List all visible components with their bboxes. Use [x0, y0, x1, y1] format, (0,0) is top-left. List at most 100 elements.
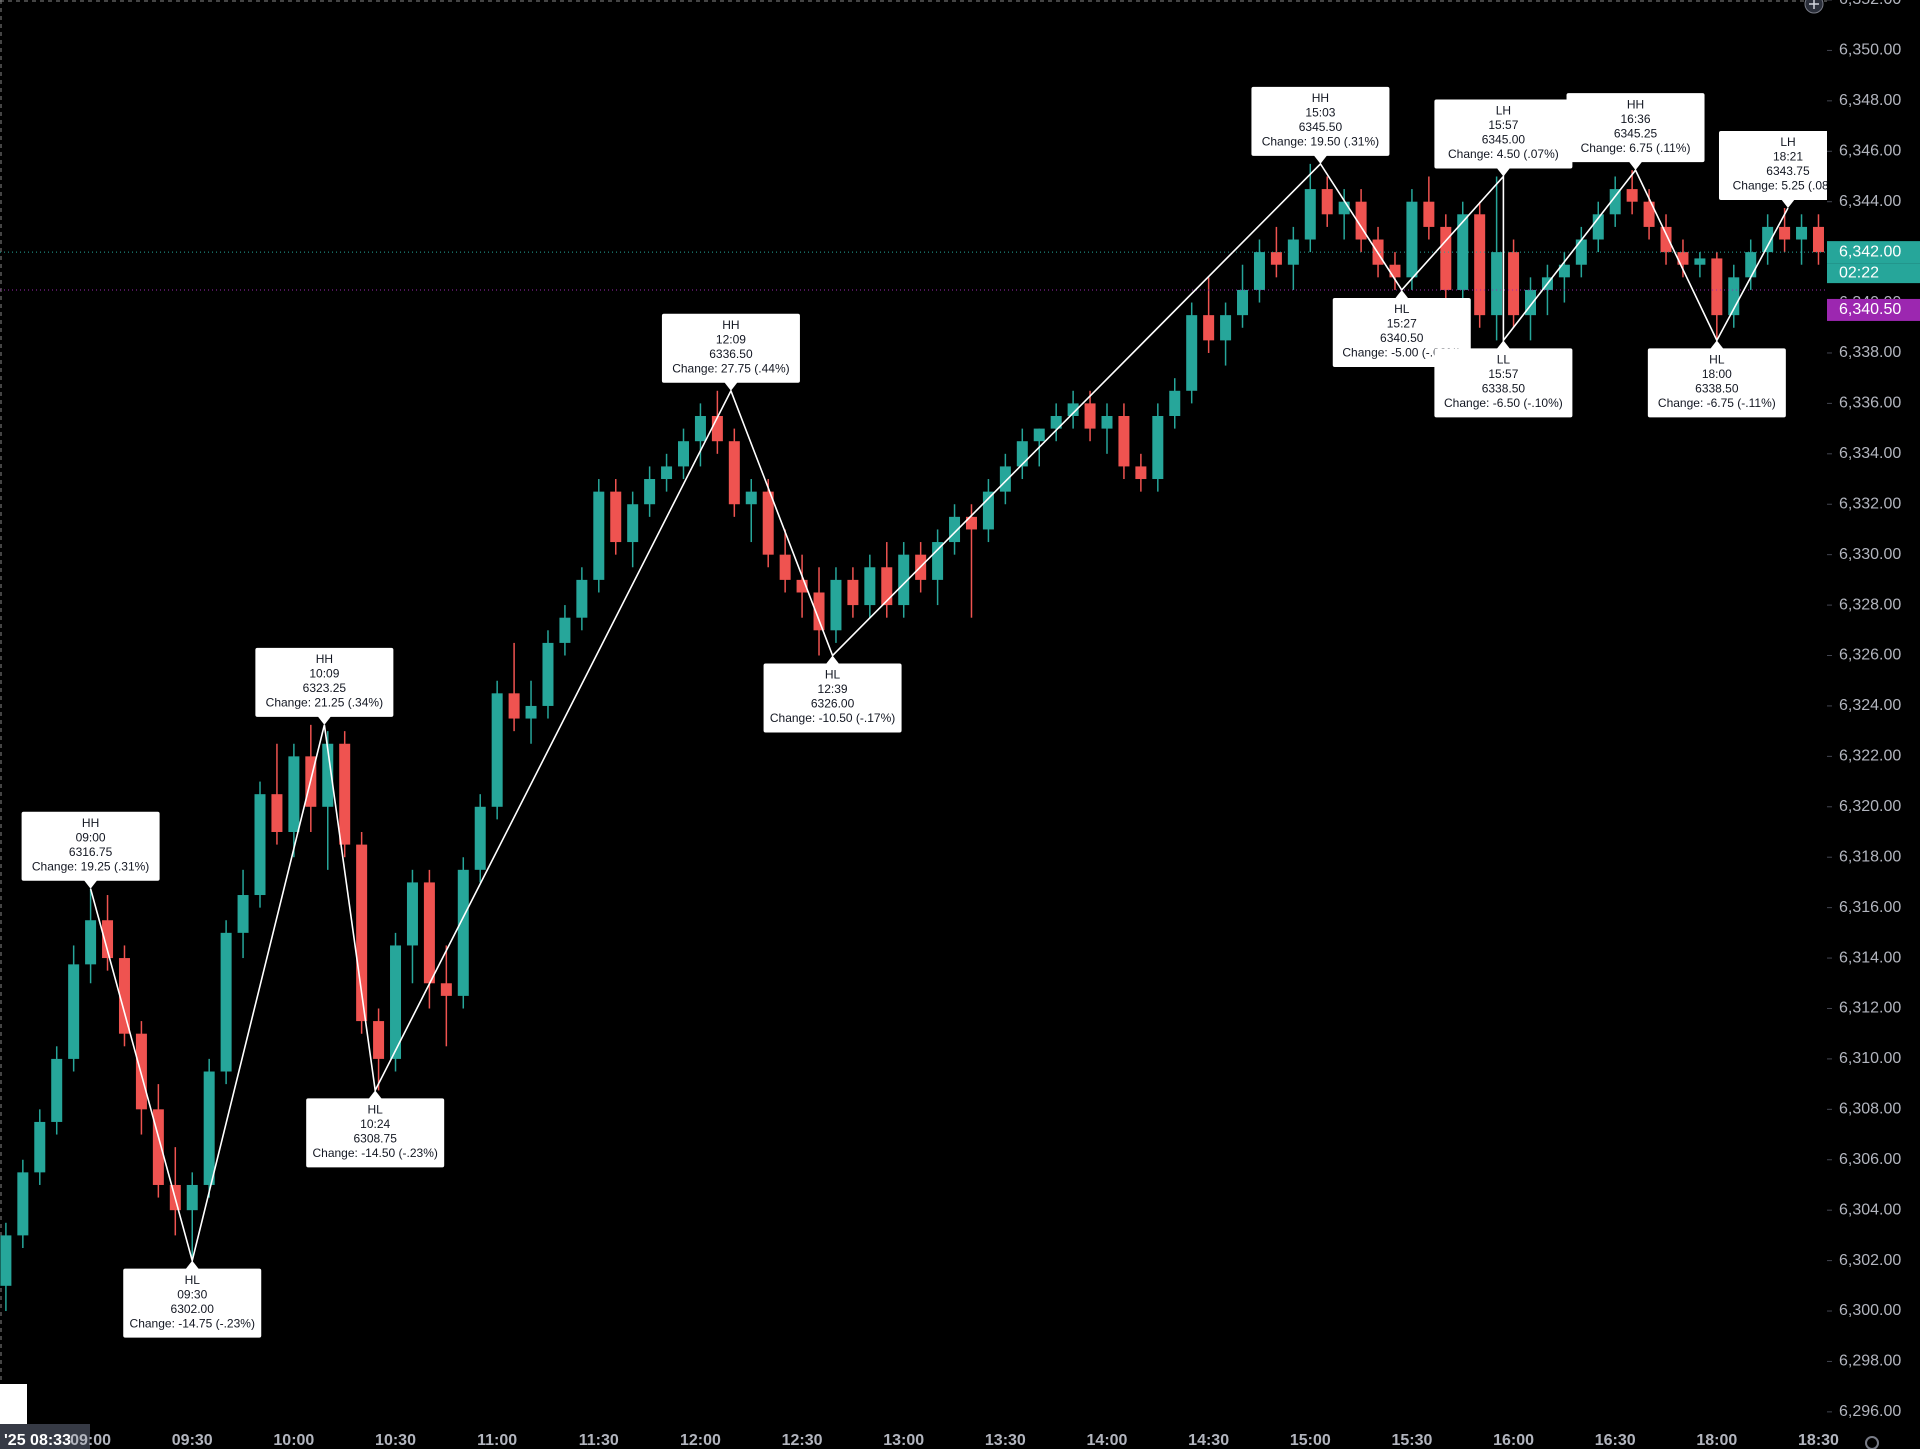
pivot-box — [1251, 86, 1390, 156]
candle-body — [102, 920, 114, 959]
x-tick-label: 11:00 — [477, 1432, 517, 1449]
y-tick-label: 6,326.00 — [1839, 647, 1901, 664]
pivot-label: HH — [722, 318, 739, 332]
pivot-value-label: 6336.50 — [709, 347, 753, 361]
pivot-change: Change: 27.75 (.44%) — [672, 361, 789, 375]
add-icon-plus — [1809, 0, 1819, 9]
candle-body — [186, 1184, 198, 1211]
overlay-box — [0, 1384, 27, 1424]
pivot-change: Change: -10.50 (-.17%) — [770, 711, 895, 725]
y-tick-label: 6,348.00 — [1839, 92, 1901, 109]
candle-body — [1101, 415, 1113, 429]
pivot-value-label: 6345.25 — [1614, 126, 1658, 140]
candle-body — [949, 516, 961, 543]
add-button[interactable] — [1804, 0, 1824, 14]
pivot-pointer — [185, 1260, 200, 1270]
candle-body — [1355, 201, 1367, 240]
pivot-pointer — [1780, 198, 1795, 208]
candle-body — [1220, 315, 1232, 341]
pivot-pointer — [1313, 154, 1328, 164]
pivot-box — [1566, 93, 1705, 163]
candle-body — [1135, 466, 1147, 480]
candle-body — [1796, 226, 1808, 240]
pivot-box — [1434, 99, 1573, 169]
candle-body — [474, 806, 486, 870]
last-price-tag — [1827, 241, 1920, 264]
candle-body — [898, 554, 910, 606]
pivot-time: 09:00 — [76, 830, 106, 844]
candle-body — [17, 1172, 29, 1236]
candle-body — [1253, 252, 1265, 290]
candle-body — [220, 932, 232, 1072]
candle-body — [135, 1033, 147, 1110]
pivot-change: Change: 4.50 (.07%) — [1448, 147, 1559, 161]
candle-body — [457, 869, 469, 996]
pivot-pointer — [1628, 161, 1643, 171]
candle-body — [779, 554, 791, 580]
gear-icon[interactable] — [1865, 1436, 1879, 1449]
candle-body — [1592, 214, 1604, 240]
y-tick-label: 6,308.00 — [1839, 1101, 1901, 1118]
candle-body — [1474, 214, 1486, 316]
pivot-time: 15:27 — [1387, 317, 1417, 331]
y-tick-label: 6,318.00 — [1839, 848, 1901, 865]
pivot-label: HH — [1312, 91, 1329, 105]
pivot-time: 18:00 — [1702, 367, 1732, 381]
candle-body — [254, 794, 266, 896]
pivot-box — [763, 663, 902, 733]
pivot-box — [255, 647, 394, 717]
pivot-label: HL — [185, 1273, 201, 1287]
price-axis: 6,296.00 6,298.00 6,300.00 6,302.00 6,304.00… — [1827, 0, 1920, 1420]
candle-body — [728, 441, 740, 505]
candle-body — [627, 504, 639, 543]
settings-button[interactable] — [1865, 1436, 1879, 1449]
candle-body — [203, 1071, 215, 1185]
y-tick-label: 6,296.00 — [1839, 1403, 1901, 1420]
x-tick-label: 16:00 — [1493, 1432, 1534, 1449]
y-tick-label: 6,312.00 — [1839, 1000, 1901, 1017]
y-tick-label: 6,336.00 — [1839, 395, 1901, 412]
pivot-time: 15:03 — [1305, 106, 1335, 120]
candle-body — [1728, 277, 1740, 316]
x-tick-label: 12:00 — [680, 1432, 721, 1449]
candle-body — [51, 1058, 63, 1122]
pivot-pointer — [1394, 289, 1409, 299]
pivot-change: Change: -6.50 (-.10%) — [1444, 396, 1563, 410]
candle-body — [1084, 403, 1096, 429]
y-tick-label: 6,352.00 — [1839, 0, 1901, 8]
candle-body — [813, 592, 825, 631]
pivot-change: Change: 6.75 (.11%) — [1581, 141, 1691, 155]
candle-body — [881, 567, 893, 606]
candle-body — [762, 491, 774, 555]
candle-body — [1745, 252, 1757, 278]
candle-body — [0, 1235, 12, 1286]
pivot-time: 18:21 — [1773, 150, 1803, 164]
candle-body — [796, 579, 808, 593]
pivot-pointer — [317, 715, 332, 725]
candle-body — [1711, 258, 1723, 316]
x-tick-label: 12:30 — [782, 1432, 823, 1449]
pivot-change: Change: 5.25 (.08%) — [1733, 179, 1844, 193]
pivot-value-label: 6316.75 — [69, 845, 113, 859]
candle-body — [1423, 201, 1435, 227]
candle-body — [661, 466, 673, 480]
candle-body — [271, 794, 283, 832]
crosshair-time-box — [0, 1424, 90, 1449]
pivot-pointer — [1496, 167, 1511, 177]
candle-body — [152, 1109, 164, 1185]
candle-body — [34, 1121, 46, 1173]
pivot-value-label: 6345.50 — [1299, 120, 1343, 134]
y-tick-label: 6,322.00 — [1839, 748, 1901, 765]
candle-body — [118, 958, 130, 1034]
candle-body — [1660, 226, 1672, 253]
candle-body — [440, 983, 452, 996]
candle-body — [576, 579, 588, 618]
candle-body — [373, 1021, 385, 1059]
x-tick-label: 13:00 — [883, 1432, 924, 1449]
